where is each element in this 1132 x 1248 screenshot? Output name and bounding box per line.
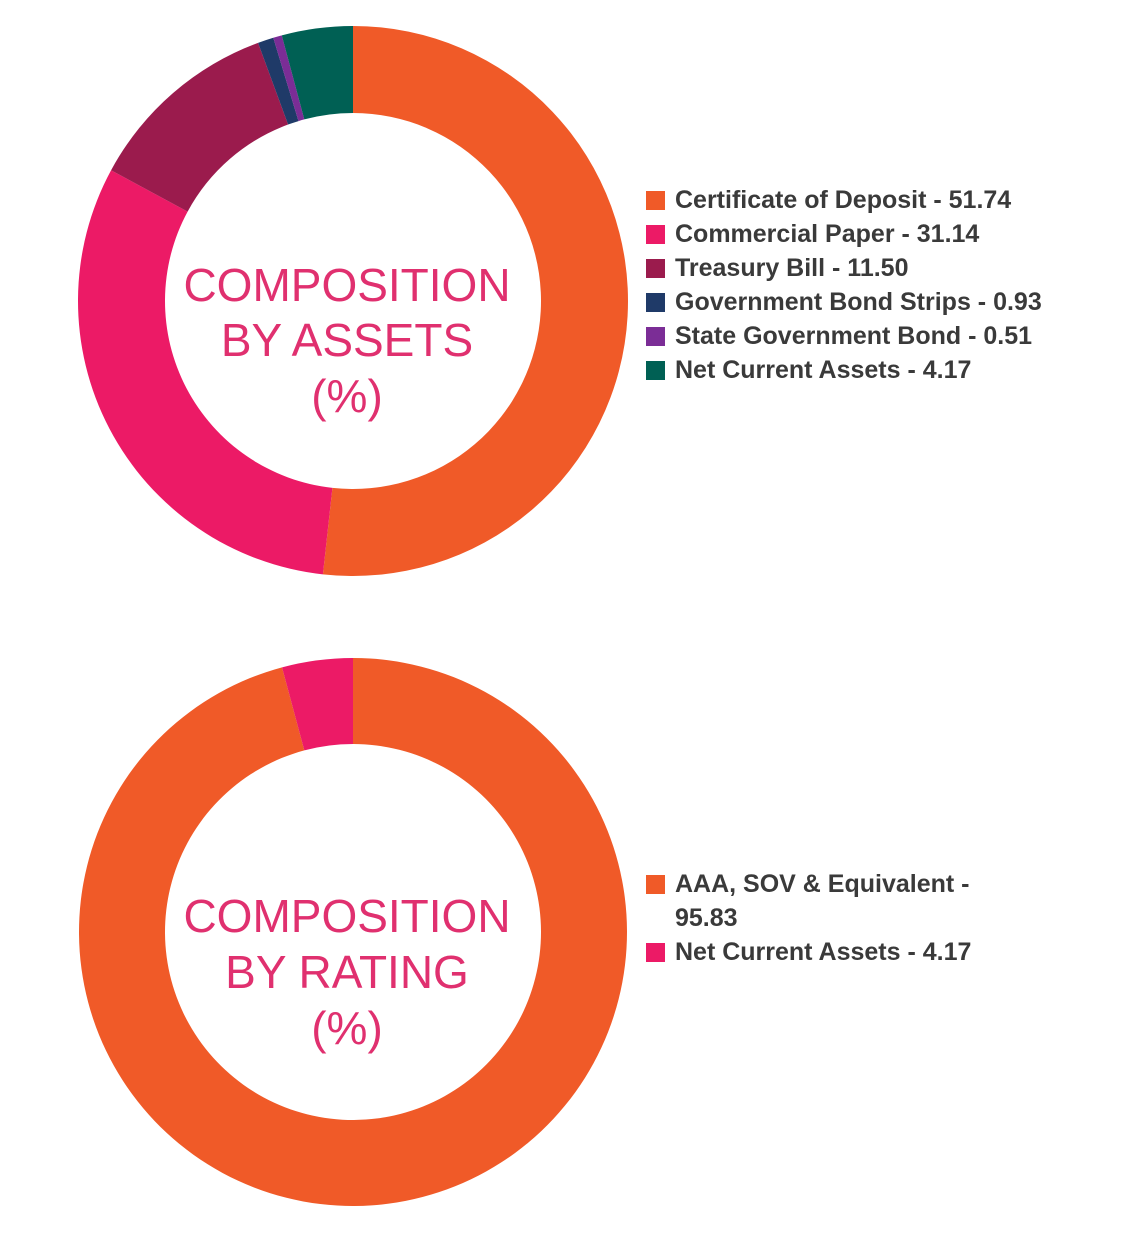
- legend-item: Net Current Assets - 4.17: [646, 353, 1042, 387]
- legend-item: Certificate of Deposit - 51.74: [646, 183, 1042, 217]
- legend-swatch: [646, 225, 665, 244]
- composition-by-assets-chart: COMPOSITION BY ASSETS (%) Certificate of…: [0, 0, 1132, 620]
- legend-swatch: [646, 943, 665, 962]
- assets-title-line-3: (%): [311, 370, 383, 422]
- assets-title-line-1: COMPOSITION: [183, 259, 510, 311]
- legend-item: State Government Bond - 0.51: [646, 319, 1042, 353]
- legend-item: Commercial Paper - 31.14: [646, 217, 1042, 251]
- legend-label: Commercial Paper - 31.14: [675, 217, 979, 251]
- legend-swatch: [646, 293, 665, 312]
- legend-item: Net Current Assets - 4.17: [646, 935, 1006, 969]
- legend-item: Treasury Bill - 11.50: [646, 251, 1042, 285]
- composition-by-rating-chart: COMPOSITION BY RATING (%) AAA, SOV & Equ…: [0, 620, 1132, 1248]
- legend-item: AAA, SOV & Equivalent - 95.83: [646, 867, 1006, 935]
- rating-title-line-2: BY RATING: [225, 946, 469, 998]
- assets-legend: Certificate of Deposit - 51.74 Commercial…: [646, 183, 1042, 387]
- legend-label: Certificate of Deposit - 51.74: [675, 183, 1011, 217]
- rating-title-line-3: (%): [311, 1002, 383, 1054]
- legend-label: State Government Bond - 0.51: [675, 319, 1032, 353]
- rating-title-line-1: COMPOSITION: [183, 890, 510, 942]
- legend-swatch: [646, 327, 665, 346]
- legend-label: Net Current Assets - 4.17: [675, 353, 971, 387]
- legend-label: AAA, SOV & Equivalent - 95.83: [675, 867, 1005, 935]
- legend-label: Government Bond Strips - 0.93: [675, 285, 1042, 319]
- rating-donut: COMPOSITION BY RATING (%): [0, 620, 720, 1248]
- legend-item: Government Bond Strips - 0.93: [646, 285, 1042, 319]
- legend-swatch: [646, 259, 665, 278]
- legend-swatch: [646, 191, 665, 210]
- legend-label: Net Current Assets - 4.17: [675, 935, 1005, 969]
- legend-swatch: [646, 361, 665, 380]
- legend-label: Treasury Bill - 11.50: [675, 251, 908, 285]
- assets-donut: COMPOSITION BY ASSETS (%): [0, 0, 720, 620]
- assets-slice-commercial-paper: [78, 170, 332, 574]
- rating-legend: AAA, SOV & Equivalent - 95.83 Net Current…: [646, 867, 1006, 969]
- assets-title-line-2: BY ASSETS: [221, 314, 473, 366]
- legend-swatch: [646, 875, 665, 894]
